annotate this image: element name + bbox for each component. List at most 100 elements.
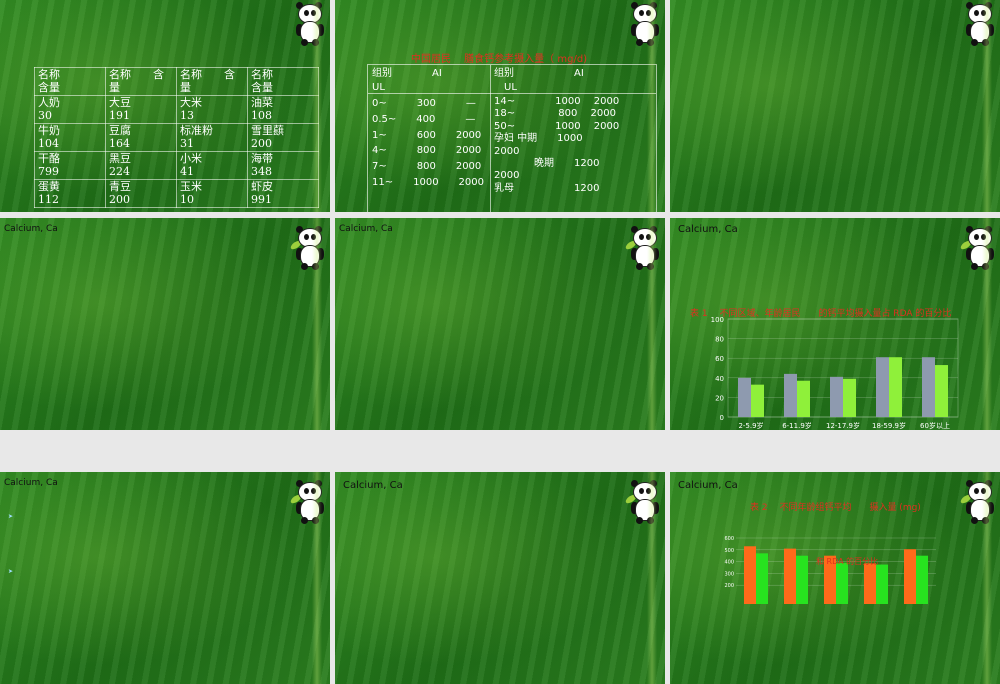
y-tick-label: 300 bbox=[724, 571, 734, 577]
chart1-title: 表 1 不同区域、年龄居民 的钙平均摄入量占 RDA 的百分比 bbox=[690, 309, 952, 319]
bar bbox=[876, 564, 888, 604]
table-cell: 黑豆 224 bbox=[105, 151, 177, 180]
table-cell: 牛奶 104 bbox=[34, 123, 106, 152]
table-cell: 名称 含量 bbox=[34, 67, 106, 96]
bar bbox=[824, 555, 836, 604]
rows-left: 0~ 300 — 0.5~ 400 — 1~ 600 2000 4~ 800 2… bbox=[372, 98, 485, 188]
table-row: 蛋黄 112 青豆 200 玉米 10 虾皮 991 bbox=[34, 179, 319, 208]
bar bbox=[784, 548, 796, 604]
bar bbox=[922, 357, 935, 417]
x-tick-label: 18-59.9岁 bbox=[872, 421, 906, 430]
bullet-icon: ➤ bbox=[8, 568, 14, 575]
section-title: Calcium, Ca bbox=[339, 224, 393, 234]
bar bbox=[935, 365, 948, 417]
bar bbox=[836, 562, 848, 604]
table-cell: 小米 41 bbox=[176, 151, 248, 180]
slide-9[interactable]: Calcium, Ca 表 2 不同年龄组钙平均 摄入量 (mg) 200 300… bbox=[670, 472, 1000, 684]
bar bbox=[784, 373, 797, 417]
panda-icon bbox=[627, 2, 661, 48]
y-tick-label: 80 bbox=[715, 336, 724, 344]
slide-7[interactable]: Calcium, Ca ➤ ➤ bbox=[0, 472, 330, 684]
bar bbox=[904, 549, 916, 604]
x-tick-label: 6-11.9岁 bbox=[782, 421, 812, 430]
chart2-title: 表 2 不同年龄组钙平均 摄入量 (mg) bbox=[750, 503, 921, 513]
table-cell: 名称 含 量 bbox=[176, 67, 248, 96]
table-cell: 大豆 191 bbox=[105, 95, 177, 124]
bar bbox=[738, 377, 751, 417]
bar bbox=[751, 384, 764, 417]
table-row: 名称 含量 名称 含 量名称 含 量名称 含量 bbox=[34, 67, 319, 96]
y-tick-label: 20 bbox=[715, 394, 724, 402]
y-tick-label: 600 bbox=[724, 536, 734, 542]
slide-1[interactable]: 名称 含量 名称 含 量名称 含 量名称 含量 人奶 30 大豆 191 大米 13 油菜… bbox=[0, 0, 330, 212]
slide-5[interactable]: Calcium, Ca bbox=[335, 218, 665, 430]
y-tick-label: 100 bbox=[711, 316, 724, 324]
table-cell: 标准粉 31 bbox=[176, 123, 248, 152]
table-cell: 干酪 799 bbox=[34, 151, 106, 180]
slide-3[interactable] bbox=[670, 0, 1000, 212]
panda-icon bbox=[959, 480, 996, 526]
table-cell: 人奶 30 bbox=[34, 95, 106, 124]
chart2-overlay-text: 和 RDA 的百分比 bbox=[816, 557, 879, 566]
table-cell: 雪里蕻 200 bbox=[247, 123, 319, 152]
y-tick-label: 400 bbox=[724, 560, 734, 566]
bar bbox=[916, 555, 928, 604]
table-row: 牛奶 104 豆腐 164 标准粉 31 雪里蕻 200 bbox=[34, 123, 319, 152]
intake-table-title: 中国居民 膳食钙参考摄入量（ mg/d) bbox=[411, 54, 588, 65]
bar bbox=[876, 357, 889, 417]
calcium-food-table: 名称 含量 名称 含 量名称 含 量名称 含量 人奶 30 大豆 191 大米 13 油菜… bbox=[34, 67, 319, 208]
section-title: Calcium, Ca bbox=[678, 224, 738, 235]
table-cell: 大米 13 bbox=[176, 95, 248, 124]
slide-8[interactable]: Calcium, Ca bbox=[335, 472, 665, 684]
rows-right: 14~ 1000 2000 18~ 800 2000 50~ 1000 2000… bbox=[494, 96, 620, 194]
panda-icon bbox=[962, 2, 996, 48]
bar bbox=[796, 555, 808, 604]
slide-2[interactable]: 中国居民 膳食钙参考摄入量（ mg/d) 组别 AI UL 组别 AI UL 0… bbox=[335, 0, 665, 212]
table-cell: 玉米 10 bbox=[176, 179, 248, 208]
panda-icon bbox=[289, 480, 326, 526]
y-tick-label: 500 bbox=[724, 548, 734, 554]
table-cell: 名称 含量 bbox=[247, 67, 319, 96]
section-title: Calcium, Ca bbox=[678, 480, 738, 491]
table-cell: 蛋黄 112 bbox=[34, 179, 106, 208]
slide-4[interactable]: Calcium, Ca bbox=[0, 218, 330, 430]
chart2-svg: 200 300 400 500 600 bbox=[724, 536, 936, 604]
table-cell: 海带 348 bbox=[247, 151, 319, 180]
table-cell: 油菜 108 bbox=[247, 95, 319, 124]
y-tick-label: 200 bbox=[724, 583, 734, 589]
panda-icon bbox=[292, 2, 326, 48]
panda-icon bbox=[289, 226, 326, 272]
panda-icon bbox=[624, 480, 661, 526]
chart1-svg: 0 20 40 60 80 100 2-5.9岁 6-11.9岁 12-17.9岁 18-59.9… bbox=[711, 316, 959, 430]
bar bbox=[756, 553, 768, 604]
y-tick-label: 60 bbox=[715, 355, 724, 363]
y-tick-label: 0 bbox=[720, 414, 724, 422]
y-tick-label: 40 bbox=[715, 375, 724, 383]
intake-table: 组别 AI UL 组别 AI UL 0~ 300 — 0.5~ 400 — 1~… bbox=[367, 64, 657, 212]
table-cell: 青豆 200 bbox=[105, 179, 177, 208]
bullet-icon: ➤ bbox=[8, 513, 14, 520]
header-right: 组别 AI UL bbox=[494, 68, 584, 93]
panda-icon bbox=[959, 226, 996, 272]
table-cell: 名称 含 量 bbox=[105, 67, 177, 96]
bar bbox=[864, 563, 876, 604]
slide-6[interactable]: Calcium, Ca 表 1 不同区域、年龄居民 的钙平均摄入量占 RDA 的… bbox=[670, 218, 1000, 430]
bar bbox=[744, 546, 756, 604]
x-tick-label: 12-17.9岁 bbox=[826, 421, 860, 430]
bar bbox=[889, 357, 902, 417]
x-tick-label: 60岁以上 bbox=[920, 421, 950, 430]
panda-icon bbox=[624, 226, 661, 272]
bar bbox=[830, 376, 843, 417]
section-title: Calcium, Ca bbox=[4, 224, 58, 234]
table-cell: 豆腐 164 bbox=[105, 123, 177, 152]
table-row: 人奶 30 大豆 191 大米 13 油菜 108 bbox=[34, 95, 319, 124]
section-title: Calcium, Ca bbox=[343, 480, 403, 491]
section-title: Calcium, Ca bbox=[4, 478, 58, 488]
table-cell: 虾皮 991 bbox=[247, 179, 319, 208]
table-row: 干酪 799 黑豆 224 小米 41 海带 348 bbox=[34, 151, 319, 180]
x-tick-label: 2-5.9岁 bbox=[738, 421, 763, 430]
header-left: 组别 AI UL bbox=[372, 68, 442, 93]
bar bbox=[797, 380, 810, 417]
bar bbox=[843, 378, 856, 417]
